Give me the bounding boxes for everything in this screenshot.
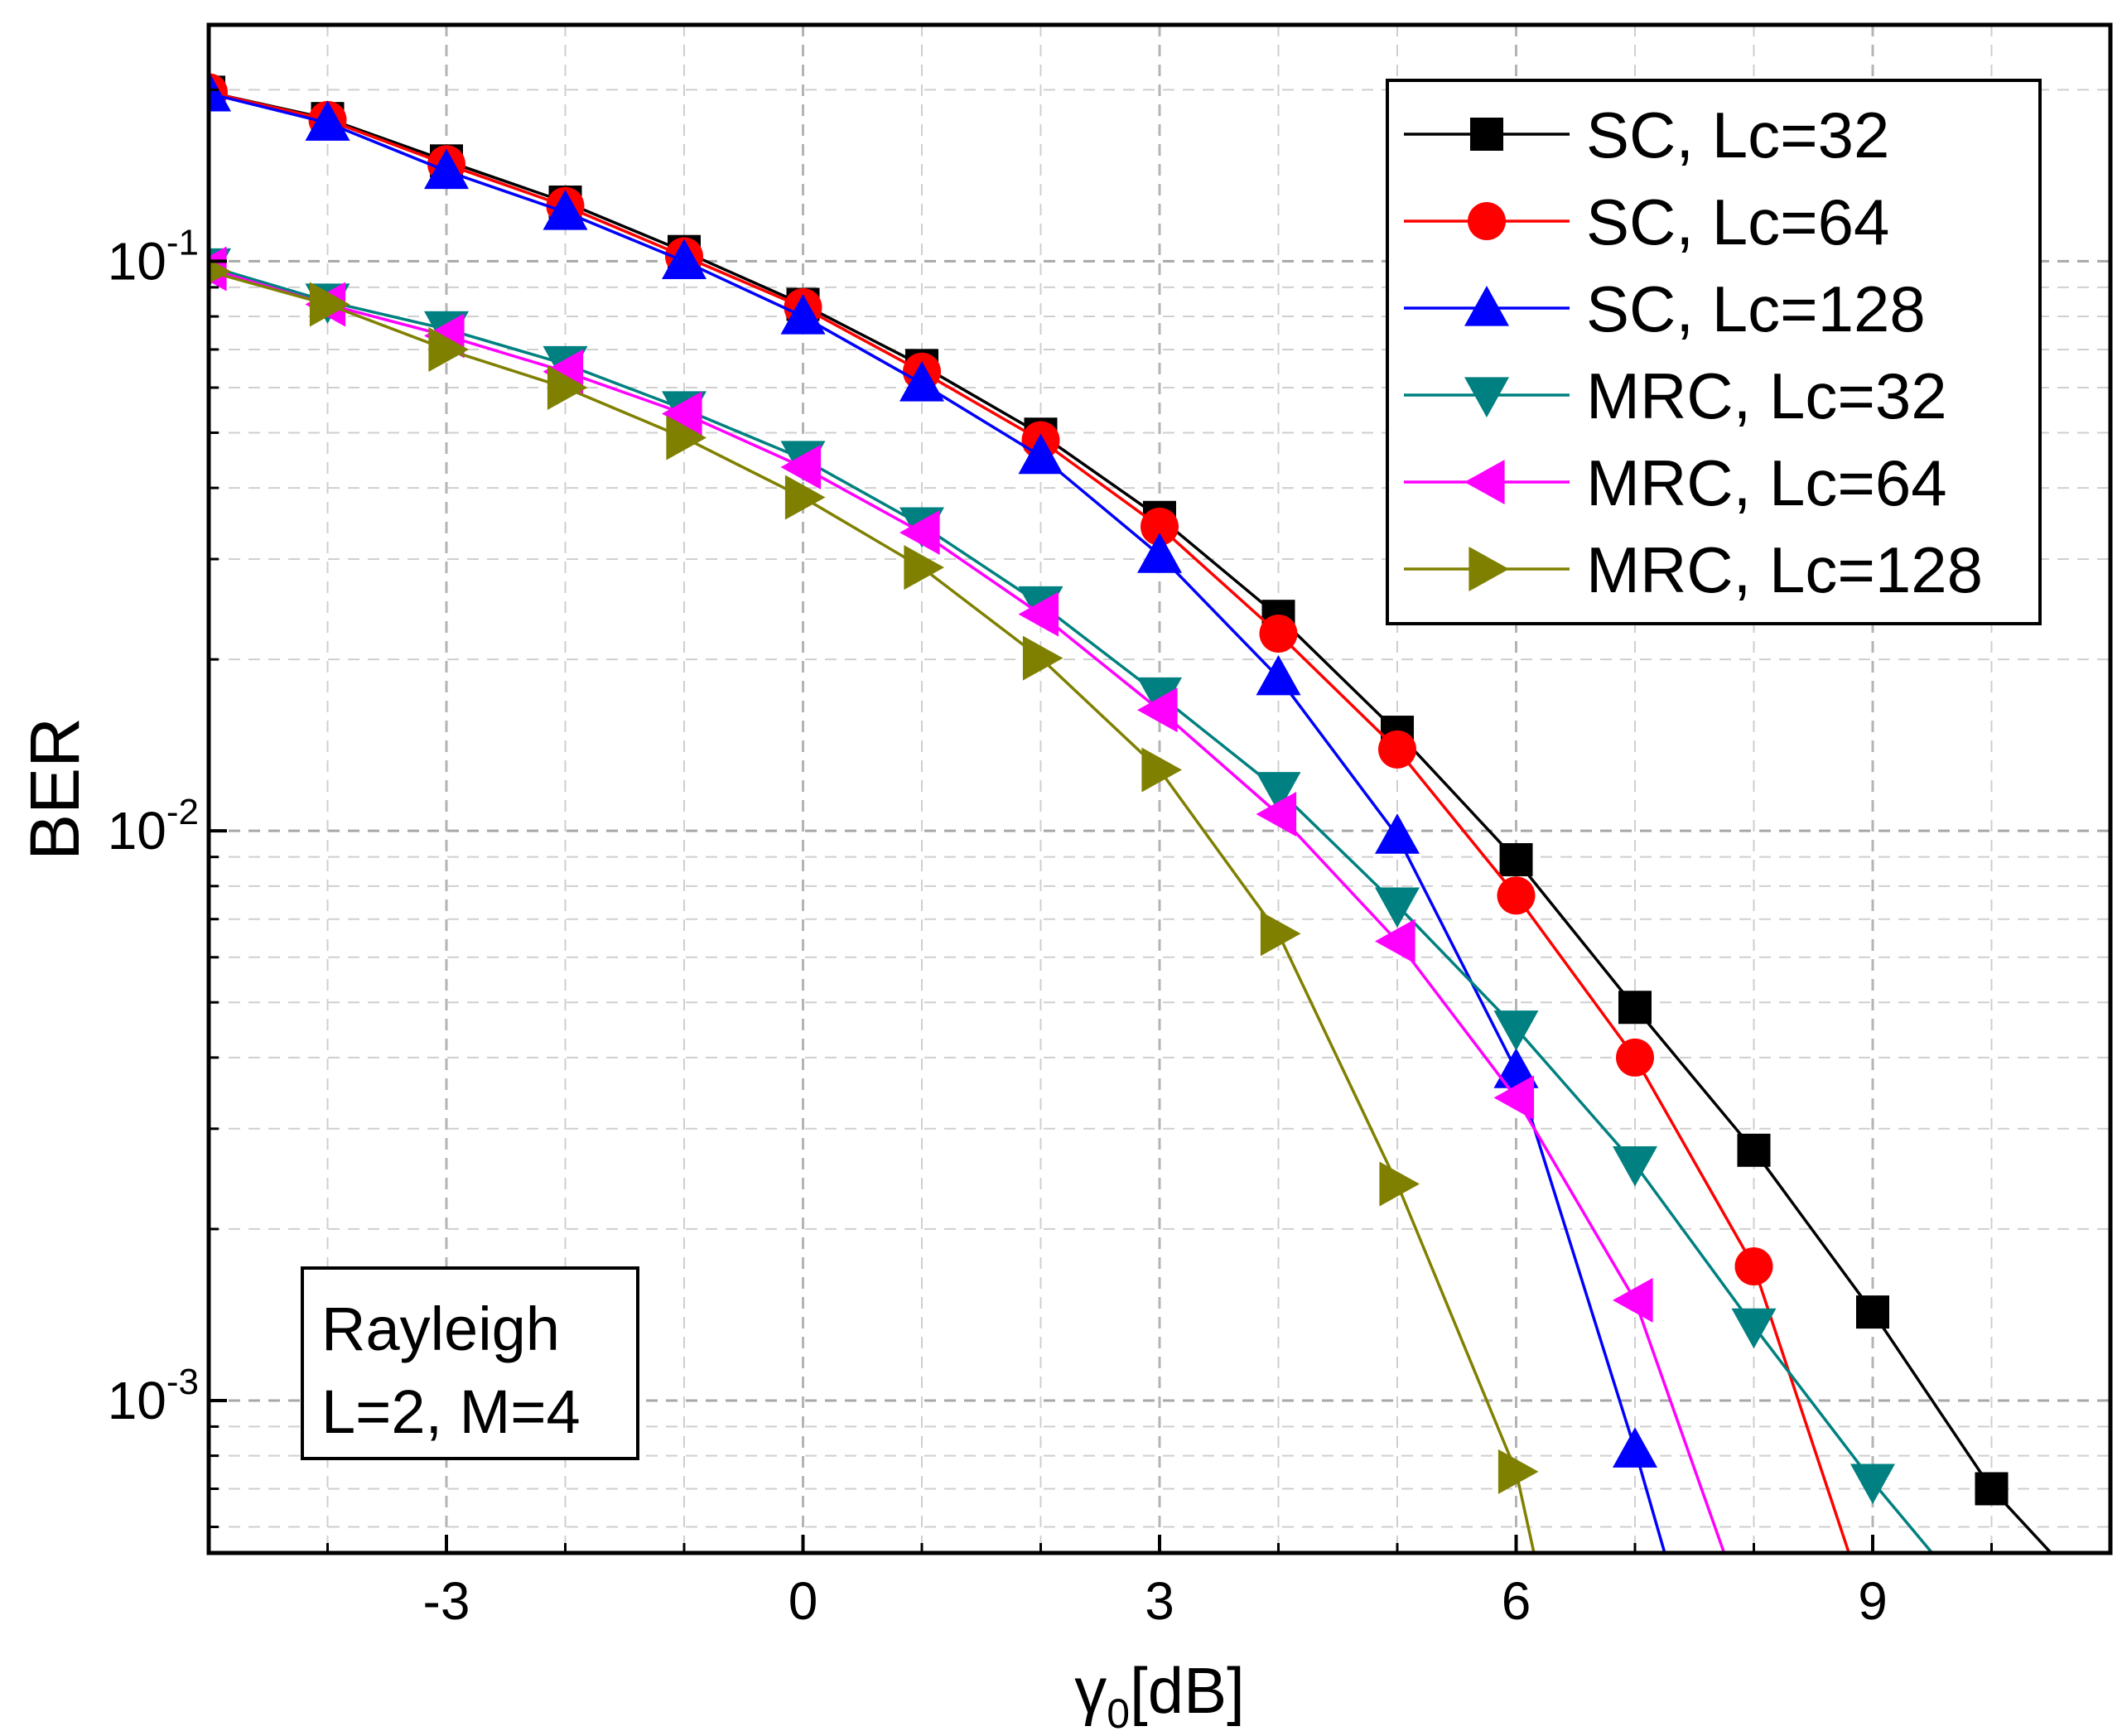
annotation-line: L=2, M=4 xyxy=(321,1377,581,1446)
y-axis-title: BER xyxy=(16,717,94,861)
annotation-box: Rayleigh L=2, M=4 xyxy=(301,1266,639,1460)
data-point xyxy=(424,148,469,190)
data-point xyxy=(1022,635,1063,681)
data-point xyxy=(1856,1295,1889,1329)
legend-box xyxy=(1386,79,2042,625)
series-line-3 xyxy=(209,264,1934,1553)
axis-ticks: -3 0 3 6 9 10-1 10-2 10-3 xyxy=(108,88,2112,1631)
data-point xyxy=(1137,533,1182,573)
annotation-line: Rayleigh xyxy=(321,1295,560,1363)
legend-marker xyxy=(1468,202,1506,240)
data-point xyxy=(1618,991,1652,1025)
data-point xyxy=(1018,591,1059,637)
data-point xyxy=(1613,1427,1657,1468)
x-tick-label: 0 xyxy=(789,1571,818,1631)
legend-marker xyxy=(1464,377,1509,417)
data-point xyxy=(1141,507,1179,546)
data-point xyxy=(1018,433,1063,475)
data-point xyxy=(784,475,826,520)
data-point xyxy=(1256,791,1297,837)
data-point xyxy=(1378,730,1416,769)
data-point xyxy=(1137,687,1178,733)
data-point xyxy=(1497,1449,1539,1494)
data-point xyxy=(899,509,940,555)
legend-label: SC, Lc=32 xyxy=(1586,99,1889,171)
x-axis-title: γ0[dB] xyxy=(1074,1654,1245,1736)
x-tick-label: -3 xyxy=(423,1571,470,1631)
data-point xyxy=(1497,876,1536,915)
data-point xyxy=(780,294,826,335)
x-tick-label: 3 xyxy=(1145,1571,1174,1631)
data-point xyxy=(1731,1308,1777,1349)
data-point xyxy=(547,364,588,410)
data-point xyxy=(1256,772,1301,813)
data-point xyxy=(428,326,469,372)
data-point xyxy=(1975,1472,2009,1506)
legend-label: MRC, Lc=64 xyxy=(1586,446,1947,519)
data-point xyxy=(780,445,822,490)
data-point xyxy=(1493,1075,1535,1121)
legend-marker xyxy=(1464,460,1505,504)
legend: SC, Lc=32 SC, Lc=64 SC, Lc=128 MRC, Lc=32 MR… xyxy=(1386,79,2042,625)
data-point xyxy=(662,239,707,280)
data-point xyxy=(1375,813,1420,854)
legend-marker xyxy=(1469,547,1509,591)
series-2 xyxy=(209,70,1666,1553)
data-point xyxy=(305,100,350,141)
data-point xyxy=(1616,1038,1654,1077)
data-point xyxy=(1613,1277,1653,1323)
data-point xyxy=(543,190,588,230)
data-point xyxy=(1734,1247,1773,1285)
x-tick-label: 9 xyxy=(1858,1571,1888,1631)
data-point xyxy=(899,361,944,402)
data-point xyxy=(1137,677,1182,718)
data-point xyxy=(1493,1010,1539,1051)
series-5 xyxy=(209,258,1539,1553)
data-point xyxy=(904,545,944,591)
legend-label: MRC, Lc=32 xyxy=(1586,359,1947,432)
data-point xyxy=(1256,654,1301,696)
y-tick-label: 10-1 xyxy=(108,222,199,291)
data-point xyxy=(1850,1464,1895,1505)
data-point xyxy=(1613,1145,1657,1187)
data-point xyxy=(309,282,350,327)
series-line-4 xyxy=(209,267,1726,1553)
legend-label: SC, Lc=64 xyxy=(1586,186,1889,258)
y-tick-label: 10-2 xyxy=(108,792,199,861)
annotation-frame xyxy=(301,1266,639,1460)
data-point xyxy=(1260,911,1301,957)
data-point xyxy=(1499,842,1533,876)
series-4 xyxy=(209,246,1726,1553)
data-point xyxy=(209,70,231,112)
x-tick-label: 6 xyxy=(1502,1571,1531,1631)
legend-marker xyxy=(1464,286,1509,326)
series-lines xyxy=(209,70,2052,1553)
data-point xyxy=(662,391,702,436)
legend-label: SC, Lc=128 xyxy=(1586,272,1926,345)
data-point xyxy=(1259,614,1298,653)
series-line-2 xyxy=(209,92,1666,1553)
data-point xyxy=(1379,1161,1420,1207)
data-point xyxy=(1375,919,1415,964)
data-point xyxy=(1141,747,1182,793)
data-point xyxy=(1737,1133,1771,1167)
legend-label: MRC, Lc=128 xyxy=(1586,533,1983,606)
legend-marker xyxy=(1470,118,1503,151)
y-tick-label: 10-3 xyxy=(108,1362,199,1430)
data-point xyxy=(1375,887,1420,928)
data-point xyxy=(1493,1048,1539,1088)
data-point xyxy=(666,415,707,461)
data-point xyxy=(209,258,231,284)
